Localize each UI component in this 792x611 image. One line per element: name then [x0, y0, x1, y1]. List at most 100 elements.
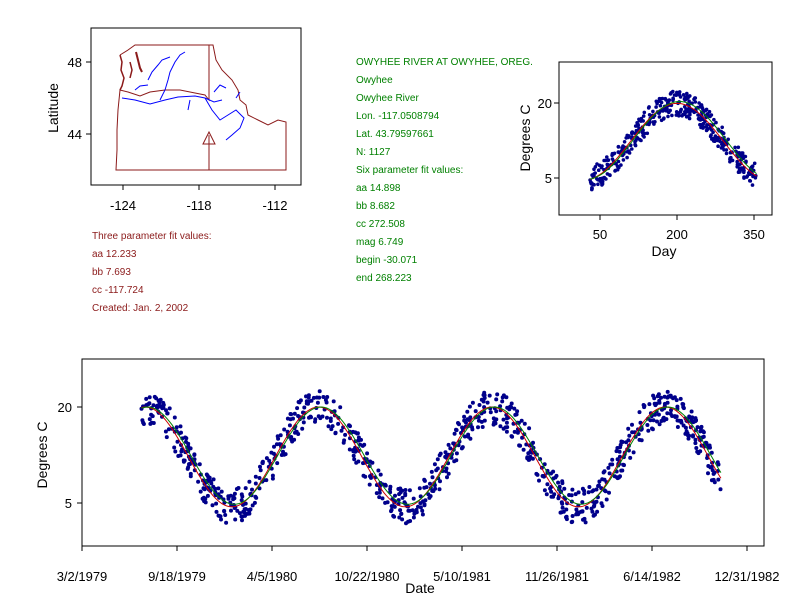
timeseries-point: [201, 486, 206, 491]
three-param-created: Created: Jan. 2, 2002: [92, 303, 189, 314]
seasonal-point: [605, 172, 610, 176]
seasonal-point: [654, 105, 658, 109]
timeseries-point: [161, 400, 166, 405]
timeseries-point: [164, 408, 168, 413]
timeseries-point: [606, 465, 611, 470]
site-n: N: 1127: [356, 147, 391, 158]
seasonal-point: [596, 182, 600, 187]
timeseries-point: [537, 478, 541, 483]
timeseries-point: [694, 446, 699, 450]
timeseries-point: [338, 405, 343, 410]
timeseries-point: [198, 489, 203, 494]
timeseries-point: [210, 503, 215, 508]
timeseries-point: [253, 481, 258, 486]
timeseries-point: [525, 455, 530, 460]
timeseries-point: [690, 415, 695, 420]
timeseries-point: [150, 414, 155, 419]
timeseries-point: [301, 415, 306, 420]
timeseries-point: [694, 418, 698, 423]
timeseries-point: [333, 430, 338, 435]
seasonal-x-axis-label: Day: [652, 243, 677, 259]
timeseries-point: [213, 486, 218, 491]
timeseries-point: [424, 485, 429, 490]
seasonal-point: [736, 145, 741, 150]
timeseries-point: [584, 505, 589, 510]
timeseries-point: [224, 520, 229, 525]
six-param-line: end 268.223: [356, 273, 412, 284]
timeseries-point: [173, 449, 178, 454]
timeseries-point: [576, 490, 581, 495]
timeseries-point: [313, 419, 317, 424]
timeseries-point: [512, 429, 517, 434]
seasonal-point: [620, 146, 624, 150]
timeseries-point: [509, 434, 514, 439]
seasonal-frame: [558, 61, 773, 216]
timeseries-point: [407, 508, 412, 513]
timeseries-point: [403, 493, 408, 498]
seasonal-point: [638, 137, 642, 142]
timeseries-point: [462, 434, 467, 439]
timeseries-point: [240, 518, 244, 523]
seasonal-point: [593, 171, 597, 175]
timeseries-point: [315, 400, 320, 405]
timeseries-point: [581, 517, 585, 522]
seasonal-point: [613, 169, 617, 173]
seasonal-point: [699, 103, 704, 108]
timeseries-point: [468, 436, 473, 441]
timeseries-point: [239, 498, 244, 503]
timeseries-point: [711, 477, 716, 482]
seasonal-point: [672, 93, 677, 97]
timeseries-point: [522, 421, 527, 426]
seasonal-point: [750, 183, 755, 187]
seasonal-point: [696, 113, 700, 117]
timeseries-point: [397, 515, 402, 520]
timeseries-point: [500, 395, 505, 400]
timeseries-point: [708, 465, 713, 470]
timeseries-point: [681, 423, 686, 428]
site-title: OWYHEE RIVER AT OWYHEE, OREG.: [356, 57, 533, 68]
seasonal-point: [737, 168, 742, 173]
timeseries-point: [438, 479, 442, 484]
timeseries-point: [209, 481, 214, 486]
timeseries-point: [302, 405, 307, 410]
timeseries-point: [445, 475, 449, 480]
timeseries-point: [457, 422, 461, 427]
timeseries-point: [239, 514, 244, 519]
timeseries-point: [367, 482, 372, 487]
timeseries-point: [614, 475, 619, 480]
timeseries-point: [233, 517, 238, 522]
timeseries-point: [443, 450, 448, 455]
timeseries-point: [466, 432, 471, 437]
seasonal-point: [645, 131, 650, 136]
timeseries-point: [560, 479, 565, 484]
seasonal-point: [678, 95, 683, 99]
timeseries-point: [465, 409, 470, 414]
timeseries-point: [166, 427, 171, 432]
timeseries-point: [417, 486, 422, 491]
timeseries-point: [399, 512, 404, 516]
timeseries-point: [274, 442, 279, 447]
timeseries-point: [545, 482, 550, 487]
seasonal-point: [674, 113, 679, 117]
timeseries-point: [294, 429, 299, 434]
timeseries-point: [651, 418, 656, 423]
timeseries-point: [147, 417, 152, 422]
timeseries-point: [324, 400, 329, 405]
seasonal-point: [712, 117, 716, 122]
timeseries-point: [602, 469, 607, 474]
seasonal-point: [636, 123, 641, 128]
timeseries-point: [307, 415, 311, 420]
timeseries-point: [141, 420, 146, 425]
timeseries-point: [250, 503, 255, 508]
site-river: Owyhee River: [356, 93, 419, 104]
timeseries-point: [687, 414, 692, 419]
seasonal-point: [688, 94, 692, 98]
seasonal-point: [642, 135, 646, 139]
timeseries-point: [544, 492, 549, 497]
seasonal-point: [740, 168, 744, 172]
timeseries-point: [548, 486, 553, 491]
timeseries-point: [587, 485, 592, 489]
seasonal-point: [722, 148, 726, 152]
timeseries-point: [695, 449, 700, 454]
seasonal-point: [687, 99, 691, 103]
